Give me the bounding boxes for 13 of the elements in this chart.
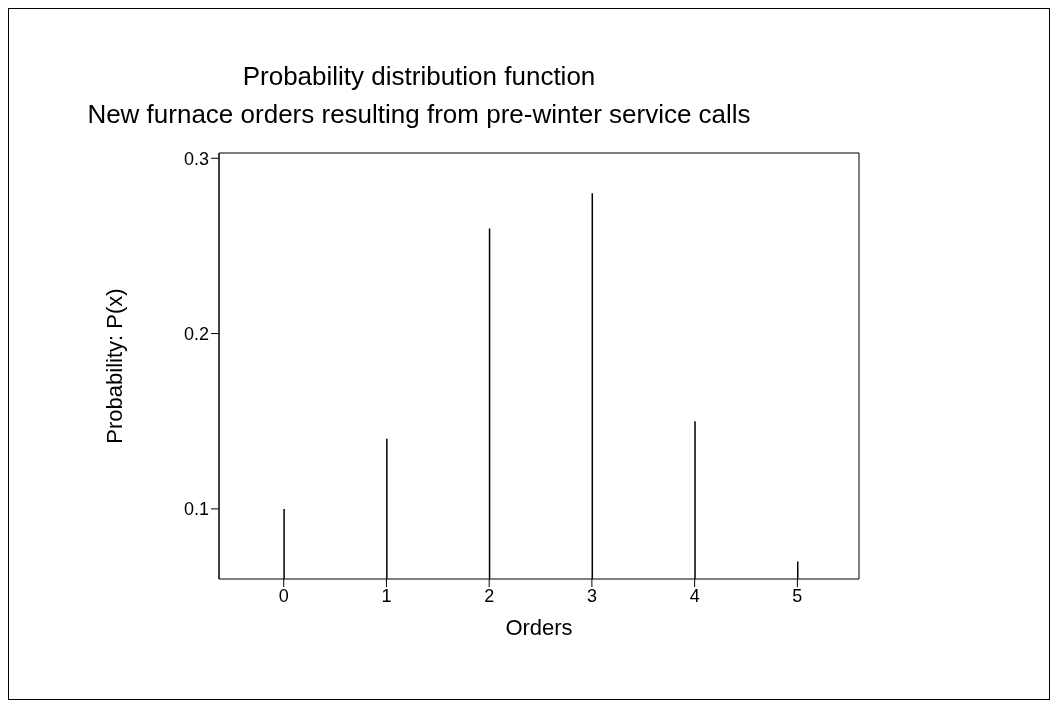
x-tick-label: 0 bbox=[278, 585, 289, 606]
x-tick-label: 5 bbox=[792, 585, 803, 606]
x-tick-label: 4 bbox=[689, 585, 700, 606]
x-axis-title: Orders bbox=[505, 614, 573, 640]
x-tick-label: 2 bbox=[484, 585, 495, 606]
chart-subtitle: New furnace orders resulting from pre-winter service calls bbox=[86, 98, 752, 131]
x-tick-label: 1 bbox=[381, 585, 392, 606]
y-tick-label: 0.2 bbox=[183, 323, 209, 344]
y-tick-label: 0.1 bbox=[183, 499, 209, 520]
y-tick-label: 0.3 bbox=[183, 148, 209, 169]
x-tick-label: 3 bbox=[586, 585, 597, 606]
chart-title: Probability distribution function bbox=[241, 60, 597, 93]
y-axis-title: Probability: P(x) bbox=[101, 288, 127, 444]
